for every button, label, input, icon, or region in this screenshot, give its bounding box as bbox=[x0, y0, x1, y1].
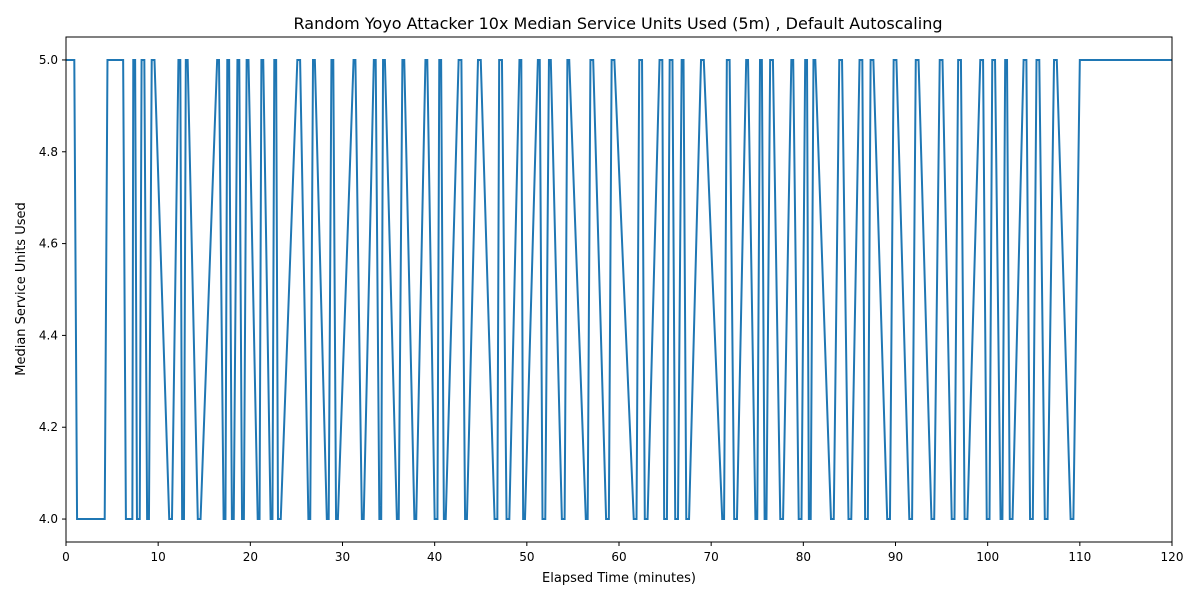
y-tick-label: 5.0 bbox=[39, 53, 58, 67]
y-tick-label: 4.2 bbox=[39, 420, 58, 434]
chart-title: Random Yoyo Attacker 10x Median Service … bbox=[294, 14, 943, 33]
x-tick-label: 90 bbox=[888, 550, 903, 564]
y-axis: 4.0 4.2 4.4 4.6 4.8 5.0 bbox=[39, 53, 66, 526]
y-tick-label: 4.0 bbox=[39, 512, 58, 526]
x-tick-label: 80 bbox=[796, 550, 811, 564]
x-tick-label: 60 bbox=[611, 550, 626, 564]
x-tick-label: 50 bbox=[519, 550, 534, 564]
x-tick-label: 0 bbox=[62, 550, 70, 564]
x-tick-label: 120 bbox=[1161, 550, 1184, 564]
x-tick-label: 30 bbox=[335, 550, 350, 564]
x-tick-label: 10 bbox=[151, 550, 166, 564]
y-axis-label: Median Service Units Used bbox=[14, 202, 29, 376]
x-axis-label: Elapsed Time (minutes) bbox=[542, 571, 696, 586]
x-tick-label: 40 bbox=[427, 550, 442, 564]
x-axis: 0 10 20 30 40 50 60 70 80 90 100 110 120 bbox=[62, 542, 1183, 564]
series-layer bbox=[66, 58, 1172, 521]
x-tick-label: 100 bbox=[976, 550, 999, 564]
plot-area bbox=[65, 36, 1173, 543]
y-tick-label: 4.4 bbox=[39, 328, 58, 342]
y-tick-label: 4.6 bbox=[39, 237, 58, 251]
x-tick-label: 110 bbox=[1068, 550, 1091, 564]
y-tick-label: 4.8 bbox=[39, 145, 58, 159]
x-tick-label: 20 bbox=[243, 550, 258, 564]
series-line-0 bbox=[66, 58, 1172, 521]
x-tick-label: 70 bbox=[704, 550, 719, 564]
